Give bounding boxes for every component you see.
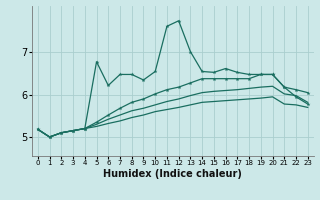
X-axis label: Humidex (Indice chaleur): Humidex (Indice chaleur): [103, 169, 242, 179]
